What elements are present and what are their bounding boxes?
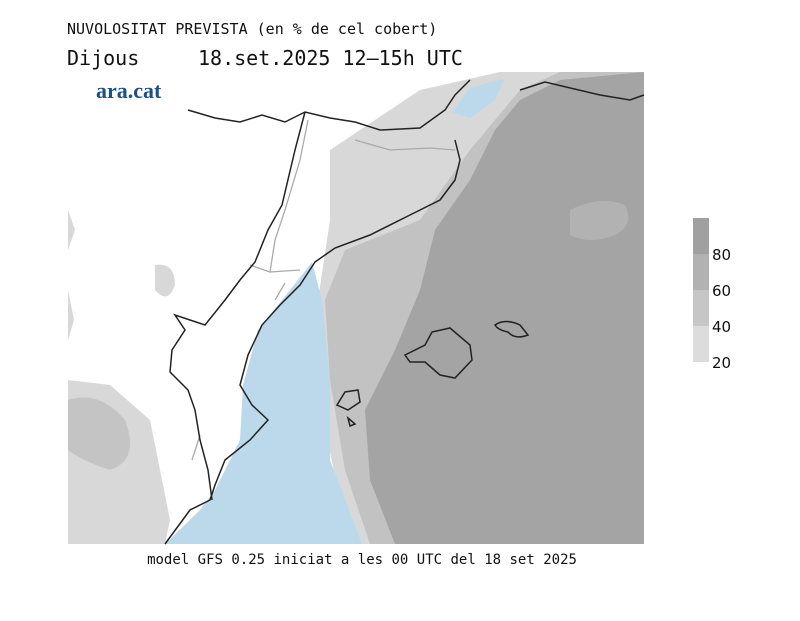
legend-label: 20	[712, 354, 731, 372]
legend-label: 60	[712, 282, 731, 300]
date-time: 18.set.2025 12‒15h UTC	[198, 46, 463, 70]
legend-swatch	[693, 254, 709, 290]
footer: model GFS 0.25 iniciat a les 00 UTC del …	[147, 552, 577, 568]
legend-swatch	[693, 290, 709, 326]
legend-swatch	[693, 326, 709, 362]
legend-label: 80	[712, 246, 731, 264]
title: NUVOLOSITAT PREVISTA (en % de cel cobert…	[67, 20, 437, 38]
day: Dijous	[67, 46, 139, 70]
legend-label: 40	[712, 318, 731, 336]
logo: ara.cat	[96, 78, 162, 103]
legend: 20 40 60 80	[693, 218, 731, 372]
legend-swatch	[693, 218, 709, 254]
map: ara.cat	[68, 72, 645, 545]
